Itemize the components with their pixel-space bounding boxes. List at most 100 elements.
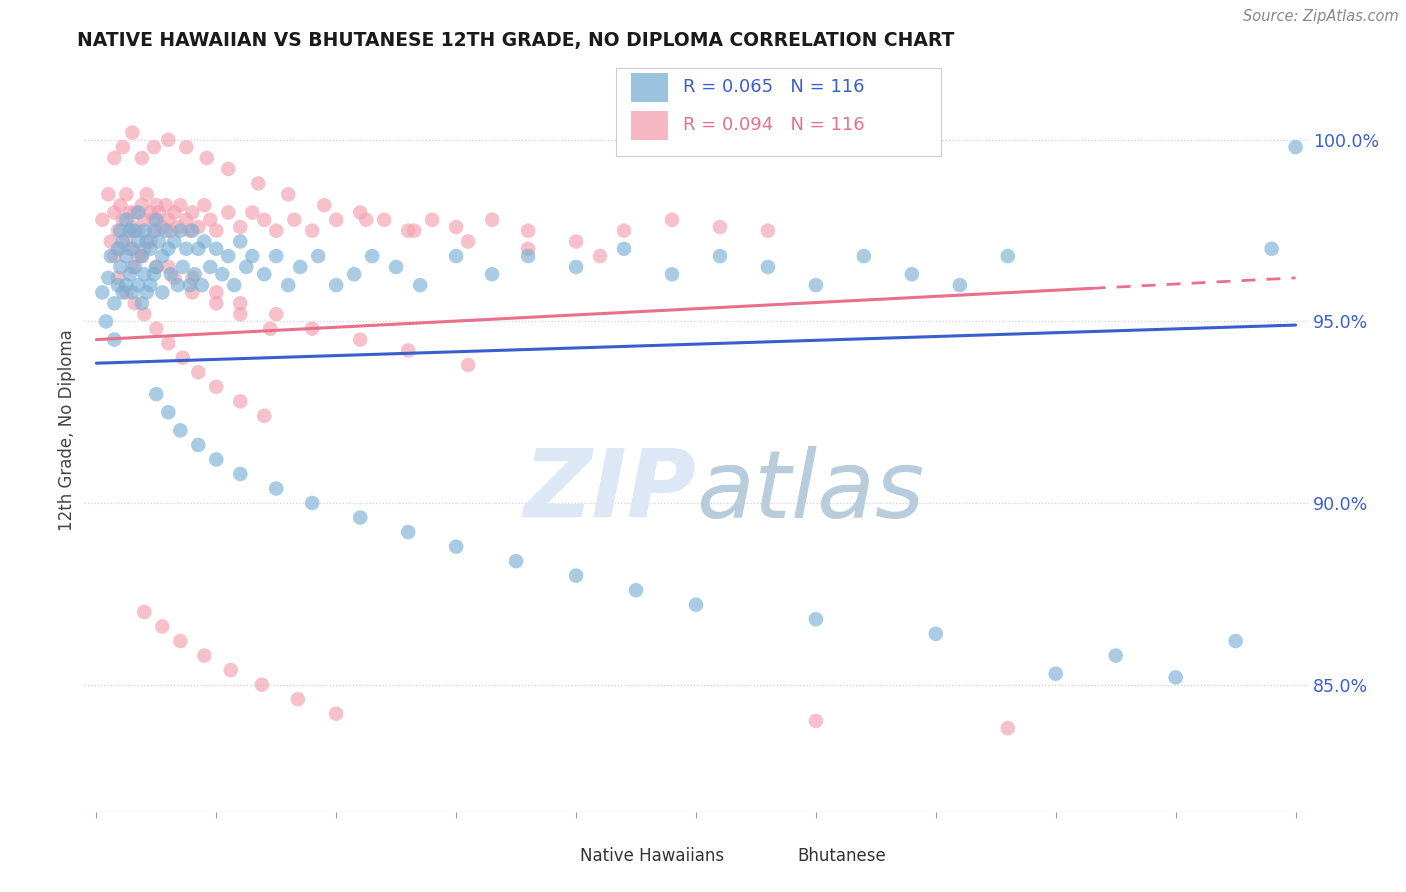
Point: [277, 278, 299, 293]
Point: [804, 612, 827, 626]
Bar: [631, 111, 668, 140]
Point: [157, 260, 180, 274]
Point: [804, 714, 827, 728]
Point: [127, 249, 149, 263]
Point: [167, 278, 190, 293]
Point: [624, 583, 647, 598]
Point: [301, 224, 323, 238]
Point: [139, 205, 162, 219]
Point: [217, 161, 239, 176]
Point: [1260, 242, 1282, 256]
Point: [145, 260, 167, 274]
Point: [264, 224, 287, 238]
Point: [155, 198, 177, 212]
Point: [191, 278, 214, 293]
Point: [131, 249, 153, 263]
Point: [229, 307, 252, 321]
Point: [91, 212, 114, 227]
Point: [131, 151, 153, 165]
Point: [150, 249, 173, 263]
Text: R = 0.094   N = 116: R = 0.094 N = 116: [682, 116, 865, 135]
Text: NATIVE HAWAIIAN VS BHUTANESE 12TH GRADE, NO DIPLOMA CORRELATION CHART: NATIVE HAWAIIAN VS BHUTANESE 12TH GRADE,…: [77, 31, 955, 50]
Point: [179, 278, 201, 293]
Point: [756, 260, 779, 274]
Point: [444, 249, 467, 263]
Point: [127, 224, 149, 238]
Point: [253, 267, 276, 281]
Text: R = 0.065   N = 116: R = 0.065 N = 116: [682, 78, 865, 96]
Point: [181, 285, 204, 300]
Text: ZIP: ZIP: [523, 445, 696, 537]
Point: [343, 267, 366, 281]
Point: [174, 242, 197, 256]
Point: [110, 198, 132, 212]
Point: [756, 224, 779, 238]
Point: [229, 467, 252, 481]
Point: [211, 267, 233, 281]
Point: [157, 242, 180, 256]
Point: [115, 212, 138, 227]
Point: [159, 267, 181, 281]
Point: [997, 721, 1019, 735]
Point: [118, 205, 141, 219]
Point: [142, 267, 165, 281]
Point: [157, 405, 180, 419]
Point: [157, 212, 180, 227]
Point: [107, 270, 129, 285]
Point: [118, 242, 141, 256]
Point: [217, 205, 239, 219]
Point: [205, 452, 228, 467]
Point: [325, 278, 347, 293]
Point: [373, 212, 395, 227]
Point: [229, 394, 252, 409]
Point: [100, 235, 122, 249]
Point: [172, 351, 194, 365]
Point: [287, 692, 309, 706]
Point: [661, 267, 683, 281]
Point: [195, 151, 218, 165]
Point: [253, 212, 276, 227]
Point: [145, 224, 167, 238]
Point: [385, 260, 408, 274]
Point: [145, 387, 167, 401]
Point: [157, 336, 180, 351]
Point: [187, 219, 209, 234]
Point: [111, 140, 134, 154]
Point: [159, 224, 181, 238]
Point: [517, 249, 540, 263]
Point: [163, 205, 186, 219]
Point: [174, 140, 197, 154]
Point: [111, 235, 134, 249]
Point: [118, 267, 141, 281]
Point: [301, 321, 323, 335]
Point: [264, 307, 287, 321]
Text: Native Hawaiians: Native Hawaiians: [579, 847, 724, 865]
Point: [235, 260, 257, 274]
Point: [325, 212, 347, 227]
Point: [121, 260, 143, 274]
Point: [142, 224, 165, 238]
Point: [124, 224, 146, 238]
Point: [325, 706, 347, 721]
Point: [193, 235, 215, 249]
Point: [127, 205, 149, 219]
Point: [169, 634, 191, 648]
FancyBboxPatch shape: [616, 68, 941, 156]
Point: [240, 205, 263, 219]
Point: [219, 663, 242, 677]
Point: [925, 627, 948, 641]
Bar: [755, 845, 789, 867]
Point: [134, 224, 156, 238]
Point: [444, 540, 467, 554]
Point: [124, 205, 146, 219]
Point: [396, 343, 419, 358]
Point: [505, 554, 527, 568]
Point: [229, 219, 252, 234]
Point: [121, 285, 143, 300]
Bar: [537, 845, 571, 867]
Point: [167, 219, 190, 234]
Point: [709, 219, 731, 234]
Point: [409, 278, 432, 293]
Point: [457, 358, 479, 372]
Point: [135, 285, 157, 300]
